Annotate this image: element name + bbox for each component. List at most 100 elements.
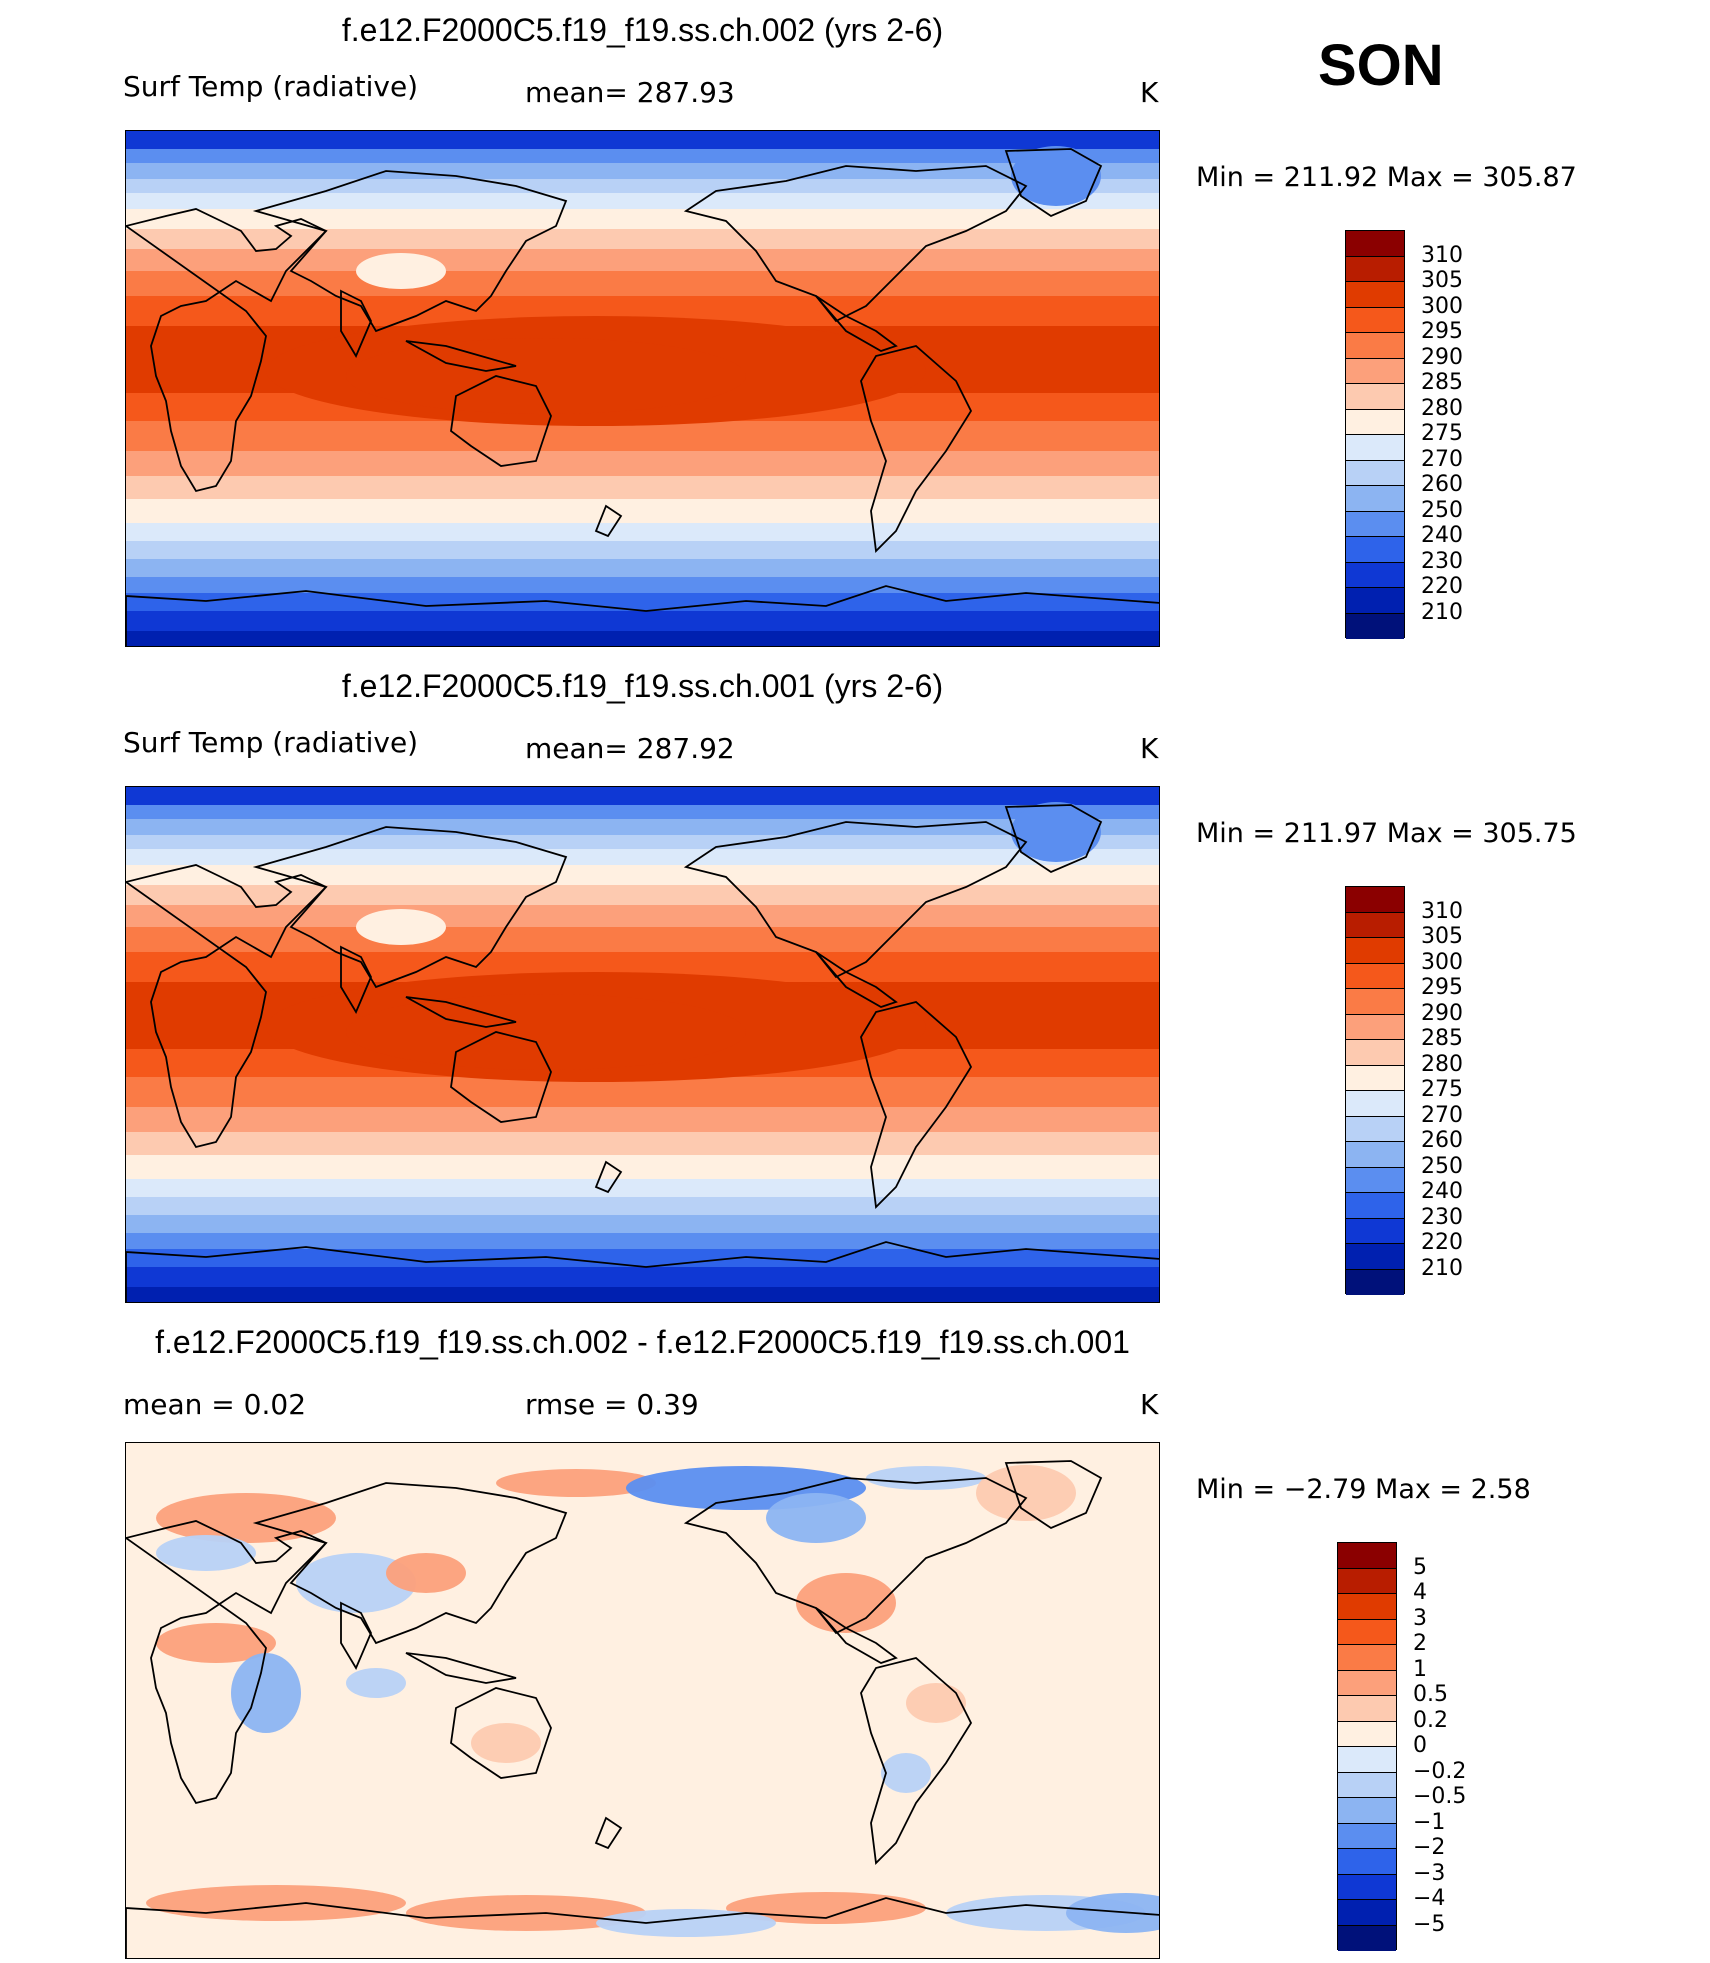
- colorbar-tick-label: 275: [1421, 1077, 1463, 1102]
- colorbar-swatch: [1346, 1116, 1404, 1142]
- colorbar-tick-label: 250: [1421, 497, 1463, 523]
- colorbar-swatch: [1346, 537, 1404, 563]
- colorbar-swatch: [1338, 1747, 1396, 1773]
- panel-1-mean-label: mean= 287.93: [525, 76, 735, 109]
- colorbar-swatch: [1346, 384, 1404, 410]
- season-label: SON: [1318, 33, 1444, 98]
- panel-3-minmax: Min = −2.79 Max = 2.58: [1196, 1474, 1531, 1505]
- colorbar-swatch: [1346, 1065, 1404, 1091]
- panel-1-title: f.e12.F2000C5.f19_f19.ss.ch.002 (yrs 2-6…: [341, 12, 944, 48]
- colorbar-tick-label: −2: [1413, 1835, 1446, 1860]
- panel-1-units: K: [1140, 76, 1159, 109]
- colorbar-tick-label: 310: [1421, 242, 1463, 268]
- colorbar-tick-label: 250: [1421, 1153, 1463, 1179]
- colorbar-swatch: [1338, 1874, 1396, 1900]
- colorbar-tick-label: 210: [1421, 599, 1463, 625]
- panel-3-rmse-label: rmse = 0.39: [525, 1388, 699, 1421]
- colorbar-swatch: [1346, 1014, 1404, 1040]
- colorbar-swatch: [1346, 486, 1404, 512]
- colorbar-swatch: [1338, 1925, 1396, 1951]
- colorbar-swatch: [1338, 1721, 1396, 1747]
- colorbar-swatch: [1346, 1142, 1404, 1168]
- colorbar-swatch: [1346, 231, 1404, 257]
- colorbar-tick-label: 300: [1421, 293, 1463, 319]
- colorbar-tick-label: 240: [1421, 523, 1463, 548]
- colorbar-swatch: [1346, 1091, 1404, 1117]
- colorbar-tick-label: 230: [1421, 548, 1463, 574]
- panel-3-map: [125, 1442, 1160, 1959]
- colorbar-tick-label: 210: [1421, 1255, 1463, 1281]
- colorbar-swatch: [1338, 1543, 1396, 1569]
- panel-1-map-canvas: [126, 131, 1159, 646]
- colorbar-swatch: [1346, 989, 1404, 1015]
- colorbar-swatch: [1346, 1244, 1404, 1270]
- colorbar-swatch: [1346, 588, 1404, 614]
- colorbar-tick-label: −0.2: [1413, 1758, 1467, 1784]
- panel-3-units: K: [1140, 1388, 1159, 1421]
- colorbar-swatch: [1346, 460, 1404, 486]
- panel-2-title: f.e12.F2000C5.f19_f19.ss.ch.001 (yrs 2-6…: [341, 668, 944, 704]
- colorbar-tick-label: 290: [1421, 1000, 1463, 1026]
- colorbar-tick-label: 290: [1421, 344, 1463, 370]
- colorbar-tick-label: 260: [1421, 1128, 1463, 1153]
- colorbar-tick-label: 0.2: [1413, 1707, 1448, 1733]
- colorbar-swatch: [1338, 1696, 1396, 1722]
- colorbar-swatch: [1338, 1619, 1396, 1645]
- panel-1-map: [125, 130, 1160, 647]
- colorbar-swatch: [1346, 1040, 1404, 1066]
- colorbar-swatch: [1338, 1772, 1396, 1798]
- colorbar-swatch: [1346, 1218, 1404, 1244]
- colorbar-tick-label: 240: [1421, 1179, 1463, 1204]
- colorbar-swatch: [1346, 938, 1404, 964]
- colorbar-tick-label: 4: [1413, 1580, 1427, 1605]
- panel-1-variable-label: Surf Temp (radiative): [123, 70, 419, 103]
- colorbar-swatch: [1346, 409, 1404, 435]
- colorbar-tick-label: 285: [1421, 1026, 1463, 1051]
- colorbar-swatch: [1346, 1167, 1404, 1193]
- colorbar-swatch: [1346, 282, 1404, 308]
- panel-2-units: K: [1140, 732, 1159, 765]
- colorbar-swatch: [1338, 1594, 1396, 1620]
- colorbar-tick-label: 310: [1421, 898, 1463, 924]
- colorbar-tick-label: 3: [1413, 1605, 1427, 1631]
- colorbar-tick-label: 220: [1421, 574, 1463, 599]
- panel-2-mean-label: mean= 287.92: [525, 732, 735, 765]
- colorbar-tick-label: −1: [1413, 1809, 1446, 1835]
- panel-1-colorbar: [1345, 230, 1405, 639]
- colorbar-tick-label: 5: [1413, 1554, 1427, 1580]
- panel-3-mean-label: mean = 0.02: [123, 1388, 307, 1421]
- panel-2-map-canvas: [126, 787, 1159, 1302]
- panel-2-variable-label: Surf Temp (radiative): [123, 726, 419, 759]
- colorbar-swatch: [1346, 562, 1404, 588]
- colorbar-swatch: [1346, 1269, 1404, 1295]
- colorbar-tick-label: 280: [1421, 395, 1463, 421]
- panel-3-map-canvas: [126, 1443, 1159, 1958]
- colorbar-swatch: [1346, 1193, 1404, 1219]
- colorbar-tick-label: 295: [1421, 319, 1463, 344]
- colorbar-tick-label: 0: [1413, 1733, 1427, 1758]
- colorbar-swatch: [1338, 1849, 1396, 1875]
- colorbar-tick-label: 220: [1421, 1230, 1463, 1255]
- colorbar-tick-label: 285: [1421, 370, 1463, 395]
- colorbar-swatch: [1346, 307, 1404, 333]
- colorbar-tick-label: 2: [1413, 1631, 1427, 1656]
- colorbar-tick-label: 260: [1421, 472, 1463, 497]
- colorbar-tick-label: −0.5: [1413, 1784, 1467, 1809]
- colorbar-swatch: [1346, 912, 1404, 938]
- colorbar-tick-label: 230: [1421, 1204, 1463, 1230]
- colorbar-tick-label: 270: [1421, 446, 1463, 472]
- colorbar-tick-label: 270: [1421, 1102, 1463, 1128]
- colorbar-swatch: [1346, 613, 1404, 639]
- colorbar-tick-label: 1: [1413, 1656, 1427, 1682]
- colorbar-tick-label: 305: [1421, 268, 1463, 293]
- colorbar-tick-label: 0.5: [1413, 1682, 1448, 1707]
- colorbar-swatch: [1346, 435, 1404, 461]
- colorbar-swatch: [1346, 358, 1404, 384]
- colorbar-tick-label: 295: [1421, 975, 1463, 1000]
- colorbar-swatch: [1346, 887, 1404, 913]
- colorbar-tick-label: −3: [1413, 1860, 1446, 1886]
- colorbar-swatch: [1346, 256, 1404, 282]
- colorbar-tick-label: 280: [1421, 1051, 1463, 1077]
- colorbar-swatch: [1338, 1670, 1396, 1696]
- colorbar-tick-label: −5: [1413, 1911, 1446, 1937]
